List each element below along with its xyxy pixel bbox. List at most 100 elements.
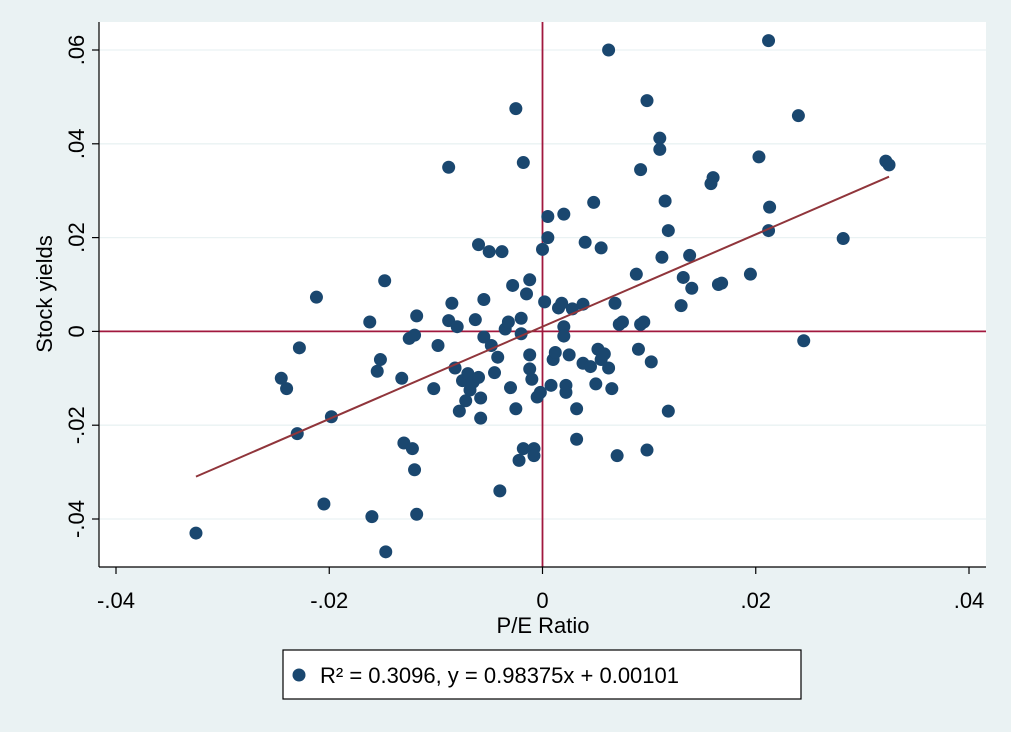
data-point <box>427 382 441 396</box>
data-point <box>655 250 669 264</box>
data-point <box>743 267 757 281</box>
fit-line <box>195 175 890 478</box>
data-point <box>640 94 654 108</box>
data-point <box>501 315 515 329</box>
data-point <box>631 342 645 356</box>
data-point <box>509 102 523 116</box>
data-point <box>608 296 622 310</box>
data-point <box>445 296 459 310</box>
data-point <box>533 385 547 399</box>
data-point <box>605 382 619 396</box>
data-point <box>583 360 597 374</box>
x-axis-title: P/E Ratio <box>497 613 590 638</box>
data-point <box>363 315 377 329</box>
data-point <box>557 207 571 221</box>
data-point <box>292 341 306 355</box>
data-point <box>602 361 616 375</box>
y-tick-label-0: -.04 <box>64 500 89 538</box>
data-point <box>538 295 552 309</box>
data-point <box>541 231 555 245</box>
data-point <box>280 382 294 396</box>
data-point <box>676 270 690 284</box>
data-point <box>317 497 331 511</box>
data-point <box>450 320 464 334</box>
data-point <box>653 142 667 156</box>
data-point <box>555 296 569 310</box>
data-point <box>752 150 766 164</box>
x-tick-label-3: .02 <box>740 588 771 613</box>
data-point <box>661 224 675 238</box>
data-point <box>610 449 624 463</box>
data-point <box>525 372 539 386</box>
y-tick-label-4: .04 <box>64 129 89 160</box>
data-point <box>791 109 805 123</box>
data-point <box>536 242 549 256</box>
data-point <box>685 281 699 295</box>
data-point <box>570 432 584 446</box>
data-point <box>408 328 422 342</box>
data-point <box>570 402 584 416</box>
data-point <box>527 449 541 463</box>
data-point <box>493 484 507 498</box>
x-tick-label-4: .04 <box>954 588 985 613</box>
data-point <box>442 160 456 174</box>
data-point <box>495 245 509 259</box>
data-point <box>615 315 629 329</box>
data-point <box>797 334 811 348</box>
y-tick-label-2: 0 <box>64 325 89 337</box>
data-point <box>484 338 498 352</box>
data-point <box>474 391 488 405</box>
data-point <box>472 238 486 252</box>
data-point <box>504 381 518 395</box>
data-point <box>637 315 651 329</box>
data-point <box>472 370 486 384</box>
data-point <box>488 366 502 380</box>
data-point <box>640 443 654 457</box>
data-point <box>683 248 697 262</box>
data-point <box>477 293 491 307</box>
data-point <box>587 195 601 209</box>
data-point <box>557 329 571 343</box>
data-point <box>378 274 392 288</box>
data-point <box>468 313 482 327</box>
legend-box <box>282 649 802 700</box>
y-tick-label-1: -.02 <box>64 406 89 444</box>
data-point <box>512 453 526 467</box>
data-point <box>365 510 379 524</box>
data-point <box>410 309 424 323</box>
legend-marker <box>292 668 306 682</box>
fit-line-group <box>195 175 890 478</box>
data-point <box>578 235 592 249</box>
data-point <box>379 545 393 559</box>
y-axis-title: Stock yields <box>32 235 57 352</box>
data-point <box>410 507 424 521</box>
data-point <box>189 526 203 540</box>
legend-label: R² = 0.3096, y = 0.98375x + 0.00101 <box>320 663 679 688</box>
data-point <box>762 34 776 48</box>
data-point <box>274 371 288 385</box>
tick-labels: -.04 -.02 0 .02 .04 -.04 -.02 0 .02 .04 .06 <box>64 35 984 613</box>
axes <box>92 22 986 574</box>
data-point <box>395 371 409 385</box>
data-point <box>520 287 534 301</box>
data-point <box>653 131 667 145</box>
data-point <box>523 273 537 287</box>
data-point <box>658 194 672 208</box>
data-point <box>557 320 571 334</box>
data-point <box>594 241 608 255</box>
x-tick-label-2: 0 <box>536 588 548 613</box>
data-point <box>541 209 555 223</box>
data-point <box>514 311 528 325</box>
y-tick-label-3: .02 <box>64 222 89 253</box>
data-point <box>370 364 384 378</box>
data-point <box>516 442 530 456</box>
data-point <box>836 232 850 246</box>
data-point <box>674 299 688 313</box>
data-point <box>589 377 603 391</box>
data-point <box>523 348 537 362</box>
data-point <box>509 402 523 416</box>
data-point <box>405 442 419 456</box>
data-point <box>431 338 445 352</box>
data-point <box>373 353 387 367</box>
